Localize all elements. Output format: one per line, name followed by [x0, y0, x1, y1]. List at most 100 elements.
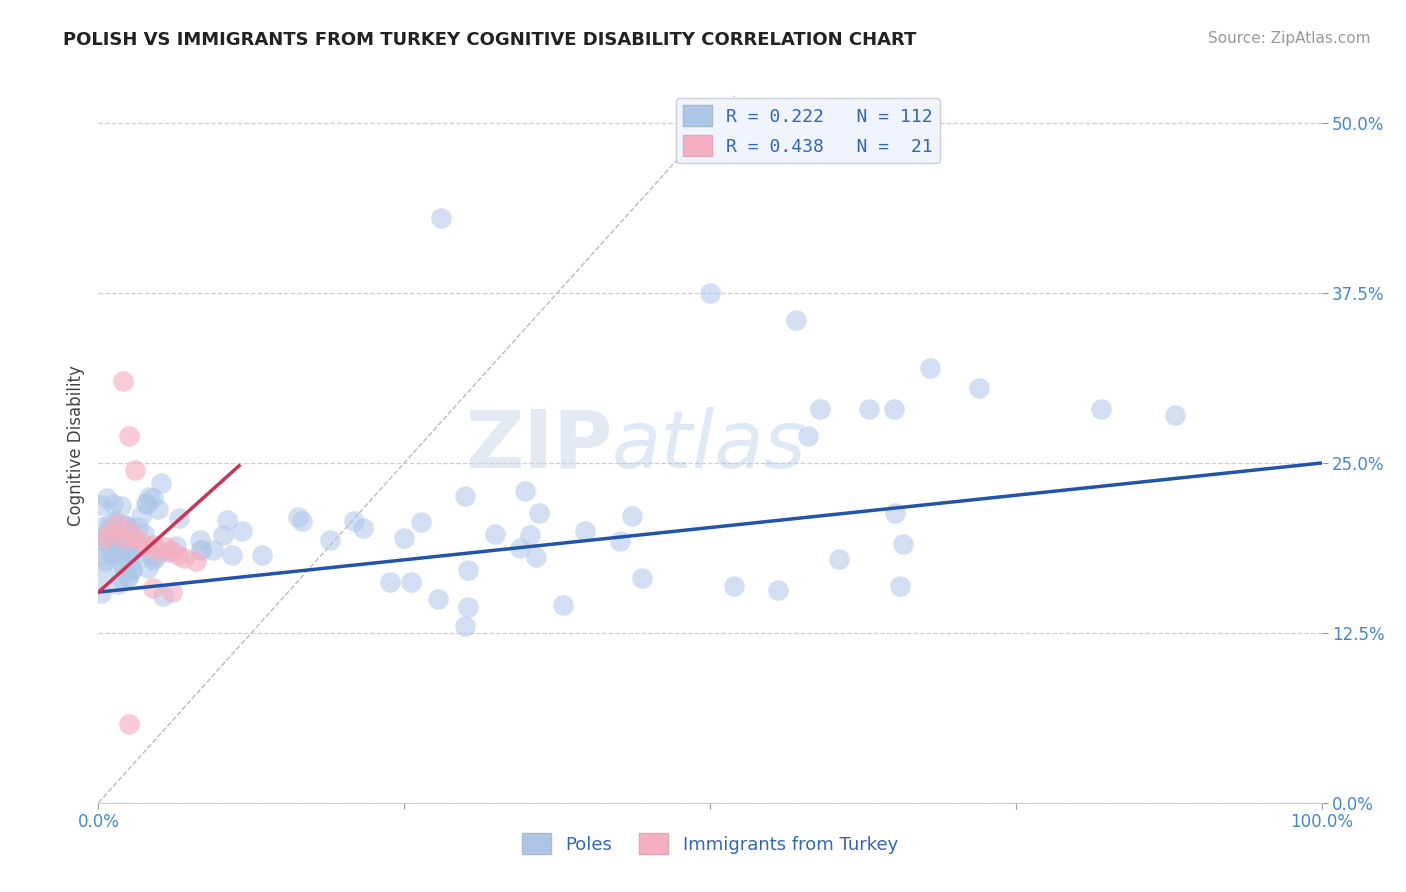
Point: [98, 526, 121, 541]
Point: [127, 520, 149, 534]
Point: [173, 551, 195, 566]
Point: [101, 546, 124, 560]
Point: [131, 508, 153, 523]
Point: [112, 541, 135, 555]
Point: [484, 527, 506, 541]
Point: [152, 590, 174, 604]
Point: [110, 499, 132, 513]
Point: [858, 401, 880, 416]
Text: Source: ZipAtlas.com: Source: ZipAtlas.com: [1208, 31, 1371, 46]
Text: POLISH VS IMMIGRANTS FROM TURKEY COGNITIVE DISABILITY CORRELATION CHART: POLISH VS IMMIGRANTS FROM TURKEY COGNITI…: [63, 31, 917, 49]
Point: [129, 534, 152, 549]
Point: [93, 531, 115, 545]
Point: [142, 537, 165, 551]
Point: [115, 540, 138, 554]
Point: [103, 514, 125, 528]
Point: [108, 534, 131, 549]
Point: [90, 548, 112, 562]
Point: [1090, 401, 1112, 416]
Point: [111, 529, 134, 543]
Point: [723, 579, 745, 593]
Point: [186, 554, 208, 568]
Point: [889, 579, 911, 593]
Point: [97, 523, 120, 537]
Point: [90, 499, 112, 513]
Point: [117, 570, 139, 584]
Point: [231, 524, 253, 539]
Point: [117, 519, 139, 533]
Point: [111, 531, 134, 545]
Point: [454, 619, 477, 633]
Point: [124, 547, 146, 561]
Point: [401, 574, 423, 589]
Point: [188, 533, 211, 548]
Point: [287, 510, 309, 524]
Point: [121, 563, 143, 577]
Text: ZIP: ZIP: [465, 407, 612, 485]
Text: atlas: atlas: [612, 407, 807, 485]
Point: [160, 585, 183, 599]
Point: [118, 524, 141, 538]
Point: [120, 555, 142, 569]
Point: [101, 550, 124, 565]
Point: [107, 538, 129, 552]
Point: [107, 576, 129, 591]
Point: [785, 313, 807, 327]
Point: [808, 401, 831, 416]
Point: [343, 515, 366, 529]
Point: [107, 556, 129, 570]
Point: [100, 524, 122, 538]
Point: [142, 553, 165, 567]
Point: [529, 506, 551, 520]
Point: [920, 360, 942, 375]
Point: [630, 571, 652, 585]
Point: [457, 563, 479, 577]
Point: [136, 497, 159, 511]
Point: [891, 537, 914, 551]
Point: [111, 375, 134, 389]
Point: [111, 545, 134, 559]
Point: [112, 517, 135, 532]
Point: [138, 490, 160, 504]
Point: [110, 571, 132, 585]
Point: [167, 549, 190, 563]
Point: [513, 483, 536, 498]
Point: [114, 519, 136, 533]
Point: [149, 544, 172, 558]
Point: [93, 553, 115, 567]
Point: [155, 541, 177, 555]
Point: [352, 521, 374, 535]
Point: [766, 583, 789, 598]
Point: [215, 513, 238, 527]
Point: [118, 717, 141, 731]
Point: [160, 544, 183, 558]
Point: [103, 533, 125, 548]
Point: [121, 562, 143, 576]
Point: [190, 542, 212, 557]
Point: [120, 546, 142, 560]
Point: [509, 541, 531, 555]
Point: [124, 531, 146, 545]
Point: [136, 541, 159, 555]
Point: [167, 511, 190, 525]
Point: [142, 581, 165, 595]
Point: [319, 533, 342, 547]
Point: [124, 463, 146, 477]
Point: [165, 539, 187, 553]
Point: [101, 497, 124, 511]
Point: [98, 516, 121, 531]
Point: [118, 429, 141, 443]
Point: [135, 496, 157, 510]
Point: [190, 543, 212, 558]
Point: [392, 531, 415, 545]
Point: [114, 530, 136, 544]
Point: [136, 560, 159, 574]
Point: [112, 561, 135, 575]
Point: [91, 537, 114, 551]
Point: [526, 550, 548, 565]
Point: [90, 533, 112, 547]
Point: [134, 527, 156, 541]
Point: [96, 491, 118, 505]
Point: [574, 524, 596, 539]
Point: [453, 489, 475, 503]
